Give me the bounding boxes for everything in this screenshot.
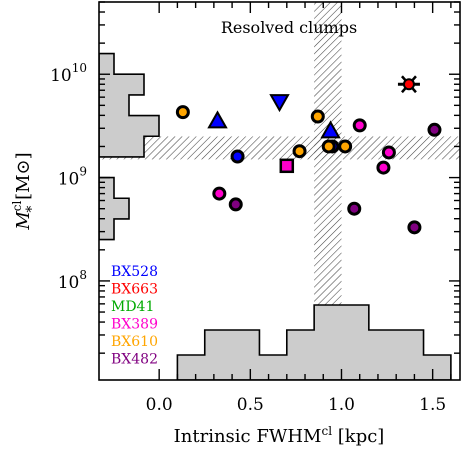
y-histogram [99,52,160,241]
x-tick-label: 1.0 [328,395,355,415]
bx389-square-point [279,158,295,174]
y-tick-label: 109 [58,165,87,190]
bx528-triangle-up-point [320,120,341,139]
plot-frame [98,1,461,381]
tick-labels: 0.0 0.5 1.0 1.5 108 109 1010 [50,61,446,415]
legend-entry-bx663: BX663 [111,282,158,298]
bx389-circle-point [352,118,367,133]
x-tick-label: 0.0 [146,395,173,415]
legend-entry-bx482: BX482 [111,352,158,368]
bx610-circle-point [310,109,325,124]
y-tick-label: 108 [58,268,87,293]
bx663-circle-cross-point [397,75,420,94]
bx389-circle-point [376,160,391,175]
y-axis-title: Mcl* [M⊙] [10,152,40,230]
bx528-triangle-up-point [207,110,228,129]
y-histogram-bars [99,52,160,241]
legend-entry-bx389: BX389 [111,317,158,333]
legend-entry-md41: MD41 [111,299,154,315]
legend-entry-bx528: BX528 [111,264,158,280]
bx389-circle-point [381,145,396,160]
x-histogram [176,304,452,380]
bx610-circle-point [175,105,190,120]
bx610-circle-point [321,139,336,154]
bx482-circle-point [427,122,442,137]
x-tick-label: 0.5 [237,395,264,415]
axis-ticks [99,1,460,380]
x-histogram-bars [176,304,452,380]
chart-title: Resolved clumps [221,18,357,37]
x-axis-title: Intrinsic FWHMcl [kpc] [174,424,385,447]
data-points [175,75,442,235]
bx389-circle-point [212,186,227,201]
bx528-triangle-down-point [269,94,290,113]
bx528-circle-point [230,149,245,164]
x-tick-label: 1.5 [419,395,446,415]
svg-text:Mcl* [M⊙]: Mcl* [M⊙] [10,152,40,230]
legend-entry-bx610: BX610 [111,334,158,350]
bx482-circle-point [407,220,422,235]
bx482-circle-point [347,201,362,216]
bx482-circle-point [228,197,243,212]
horizontal-band [99,136,460,160]
bx610-circle-point [292,144,307,159]
bx610-circle-point [338,139,353,154]
y-tick-label: 1010 [50,61,87,86]
